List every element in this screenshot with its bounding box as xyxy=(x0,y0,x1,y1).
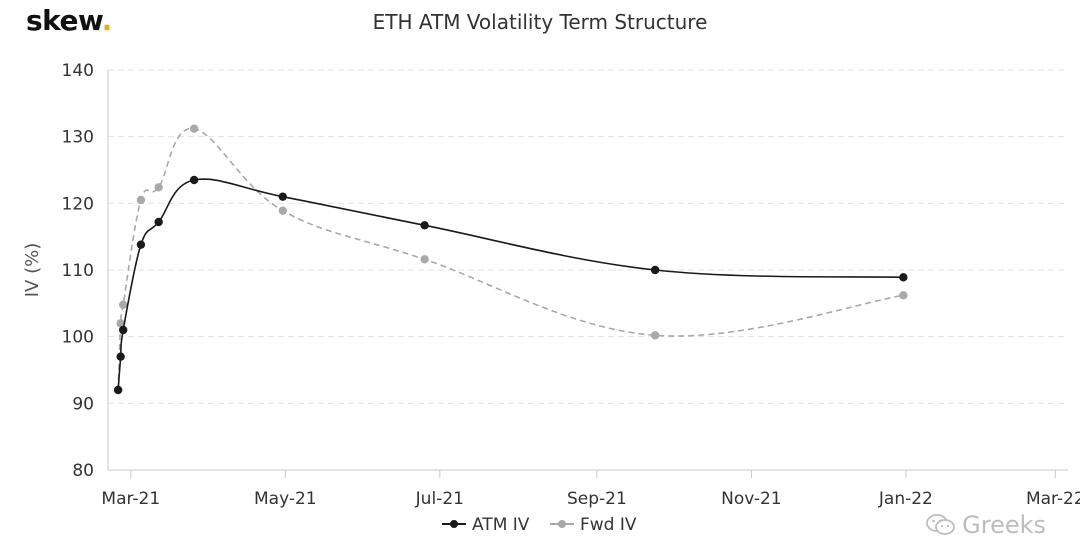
y-tick-label: 140 xyxy=(62,61,94,81)
y-tick-label: 120 xyxy=(62,194,94,214)
brand-dot: . xyxy=(101,4,113,37)
fwd-iv-point xyxy=(420,255,429,264)
y-tick-label: 100 xyxy=(62,328,94,348)
y-tick-label: 90 xyxy=(72,394,94,414)
atm-iv-point xyxy=(189,175,199,185)
wechat-icon xyxy=(926,514,956,535)
fwd-iv-point xyxy=(650,331,660,340)
atm-iv-line xyxy=(117,178,904,391)
y-tick-label: 80 xyxy=(72,461,94,481)
atm-iv-point xyxy=(278,192,287,201)
brand-name: skew xyxy=(26,4,102,37)
fwd-iv-point xyxy=(154,183,163,192)
x-tick-label: Sep-21 xyxy=(567,489,627,509)
fwd-iv-point xyxy=(189,124,199,133)
watermark: Greeks xyxy=(926,511,1046,539)
atm-iv-point xyxy=(116,352,125,361)
atm-iv-point xyxy=(118,325,128,335)
skew-logo: skew. xyxy=(26,4,112,37)
x-tick-label: Jan-22 xyxy=(878,489,933,509)
legend-marker xyxy=(450,520,458,528)
x-tick-label: Mar-21 xyxy=(101,489,160,509)
atm-iv-point xyxy=(136,240,146,249)
y-axis-label: IV (%) xyxy=(22,243,43,298)
watermark-text: Greeks xyxy=(962,511,1046,539)
atm-iv-point xyxy=(154,217,163,227)
atm-iv-point xyxy=(113,385,123,395)
legend-label: ATM IV xyxy=(472,515,530,535)
legend-label: Fwd IV xyxy=(580,515,637,535)
legend-marker xyxy=(558,520,566,528)
x-tick-label: Jul-21 xyxy=(415,489,464,509)
y-tick-label: 130 xyxy=(62,128,94,148)
fwd-iv-point xyxy=(118,300,128,309)
fwd-iv-point xyxy=(136,195,146,205)
atm-iv-point xyxy=(650,265,660,275)
fwd-iv-point xyxy=(278,206,287,215)
atm-iv-point xyxy=(899,273,908,282)
x-tick-label: May-21 xyxy=(254,489,317,509)
chart-title: ETH ATM Volatility Term Structure xyxy=(372,10,708,34)
fwd-iv-line xyxy=(117,127,904,391)
x-tick-label: Mar-22 xyxy=(1026,489,1080,509)
x-tick-label: Nov-21 xyxy=(721,489,782,509)
y-tick-label: 110 xyxy=(62,261,94,281)
atm-iv-point xyxy=(420,221,429,230)
fwd-iv-point xyxy=(899,291,908,300)
fwd-iv-point xyxy=(116,319,125,328)
